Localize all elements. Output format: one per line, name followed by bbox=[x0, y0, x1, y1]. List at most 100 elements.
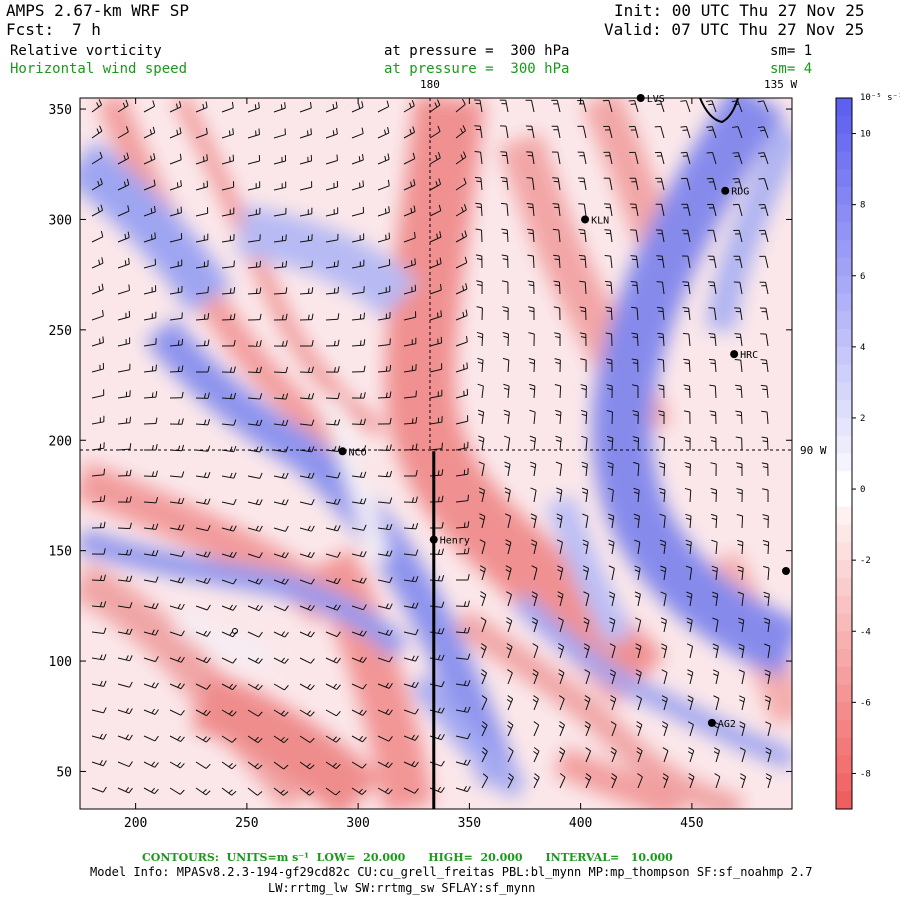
wind-barb bbox=[758, 178, 769, 191]
x-tick-label: 250 bbox=[235, 816, 258, 831]
wind-barb bbox=[325, 578, 341, 585]
colorbar: 10 8 6 4 2 0 -2 -4 -6 -8 bbox=[835, 97, 871, 810]
wind-barb bbox=[299, 472, 315, 479]
wind-barb bbox=[429, 283, 442, 295]
wind-barb bbox=[377, 259, 391, 269]
wind-barb bbox=[403, 390, 417, 399]
wind-barb bbox=[761, 410, 769, 425]
wind-barb bbox=[91, 680, 107, 687]
wind-barb bbox=[709, 436, 717, 451]
wind-barb bbox=[473, 99, 483, 113]
wind-barb bbox=[506, 617, 513, 633]
colorbar-segment bbox=[836, 755, 852, 774]
wind-barb bbox=[377, 285, 391, 295]
wind-barb bbox=[429, 707, 445, 714]
wind-barb bbox=[377, 787, 393, 795]
wind-barb bbox=[554, 383, 562, 399]
wind-barb bbox=[195, 735, 211, 743]
wind-barb bbox=[500, 151, 509, 165]
wind-barb bbox=[608, 565, 615, 581]
wind-barb bbox=[474, 176, 483, 191]
axes: 200 250 300 350 400 450 50 100 150 200 250 300 350 bbox=[49, 98, 792, 831]
wind-barb bbox=[635, 643, 642, 659]
wind-barb bbox=[681, 229, 691, 243]
station-marker bbox=[429, 535, 438, 544]
wind-barb bbox=[377, 364, 392, 373]
wind-barb bbox=[91, 99, 103, 113]
wind-barb bbox=[403, 761, 419, 768]
wind-barb bbox=[143, 576, 159, 583]
wind-barb bbox=[455, 283, 468, 295]
wind-barb bbox=[403, 417, 418, 425]
wind-barb bbox=[628, 99, 639, 113]
wind-barb bbox=[247, 604, 263, 612]
wind-barb bbox=[709, 410, 717, 425]
colorbar-segment bbox=[836, 577, 852, 597]
wind-barb bbox=[351, 101, 364, 113]
wind-barb bbox=[530, 513, 537, 529]
wind-barb bbox=[533, 747, 540, 763]
wind-barb bbox=[299, 709, 315, 717]
wind-barb bbox=[351, 153, 364, 165]
wind-barb bbox=[117, 707, 133, 715]
wind-barb bbox=[659, 487, 666, 503]
wind-barb bbox=[582, 539, 589, 555]
wind-barbs bbox=[91, 98, 772, 796]
wind-barb bbox=[739, 721, 746, 737]
wind-barb bbox=[169, 524, 185, 531]
colorbar-segment bbox=[836, 791, 852, 810]
colorbar-segment bbox=[836, 400, 852, 419]
wind-barb bbox=[532, 643, 539, 659]
wind-barb bbox=[682, 332, 691, 347]
wind-barb bbox=[455, 547, 470, 555]
wind-barb bbox=[687, 695, 694, 711]
wind-barb bbox=[731, 100, 743, 113]
wind-barb bbox=[604, 280, 613, 295]
wind-barb bbox=[481, 695, 488, 711]
init-time: Init: 00 UTC Thu 27 Nov 25 bbox=[614, 1, 865, 20]
wind-barb bbox=[299, 683, 315, 691]
wind-barb bbox=[143, 205, 156, 217]
wind-barb bbox=[299, 735, 315, 743]
wind-barb bbox=[169, 735, 185, 743]
wind-barb bbox=[169, 471, 185, 478]
wind-barb bbox=[377, 497, 393, 504]
wind-barb bbox=[195, 471, 211, 479]
wind-barb bbox=[377, 232, 391, 243]
colorbar-frame bbox=[835, 97, 853, 810]
wind-barb bbox=[247, 340, 262, 347]
wind-barb bbox=[143, 761, 159, 768]
colorbar-segment bbox=[836, 329, 852, 348]
station-label: AG2 bbox=[718, 719, 736, 730]
colorbar-tick-label: -6 bbox=[860, 698, 871, 708]
colorbar-segment bbox=[836, 346, 852, 366]
wind-barb bbox=[764, 695, 771, 711]
wind-barb bbox=[526, 151, 535, 165]
vorticity-field bbox=[80, 98, 792, 809]
wind-barb bbox=[734, 333, 743, 347]
valid-time: Valid: 07 UTC Thu 27 Nov 25 bbox=[604, 20, 865, 39]
wind-barb bbox=[351, 259, 365, 269]
wind-barb bbox=[630, 280, 639, 295]
wind-barb bbox=[143, 338, 157, 347]
wind-barb bbox=[658, 410, 665, 425]
wind-barb bbox=[91, 468, 106, 477]
wind-barb bbox=[581, 487, 589, 503]
wind-barb bbox=[117, 390, 131, 399]
wind-barb bbox=[221, 313, 236, 321]
wind-barb bbox=[143, 550, 159, 557]
colorbar-segment bbox=[836, 275, 852, 295]
wind-barb bbox=[429, 152, 441, 165]
wind-barb bbox=[429, 257, 442, 269]
wind-barb bbox=[759, 281, 769, 295]
wind-barb bbox=[403, 576, 419, 583]
wind-barb bbox=[551, 125, 561, 139]
wind-barb bbox=[681, 203, 691, 217]
wind-barb bbox=[403, 496, 418, 503]
wind-barb bbox=[680, 100, 691, 113]
wind-barb bbox=[736, 514, 744, 529]
wind-barb bbox=[737, 565, 744, 581]
wind-barb bbox=[221, 260, 235, 269]
wind-barb bbox=[710, 462, 717, 477]
wind-barb bbox=[299, 604, 315, 611]
